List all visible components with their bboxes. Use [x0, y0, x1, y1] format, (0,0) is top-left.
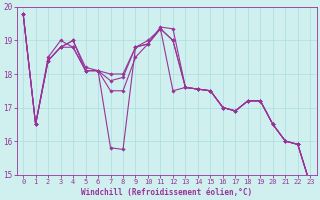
- X-axis label: Windchill (Refroidissement éolien,°C): Windchill (Refroidissement éolien,°C): [81, 188, 252, 197]
